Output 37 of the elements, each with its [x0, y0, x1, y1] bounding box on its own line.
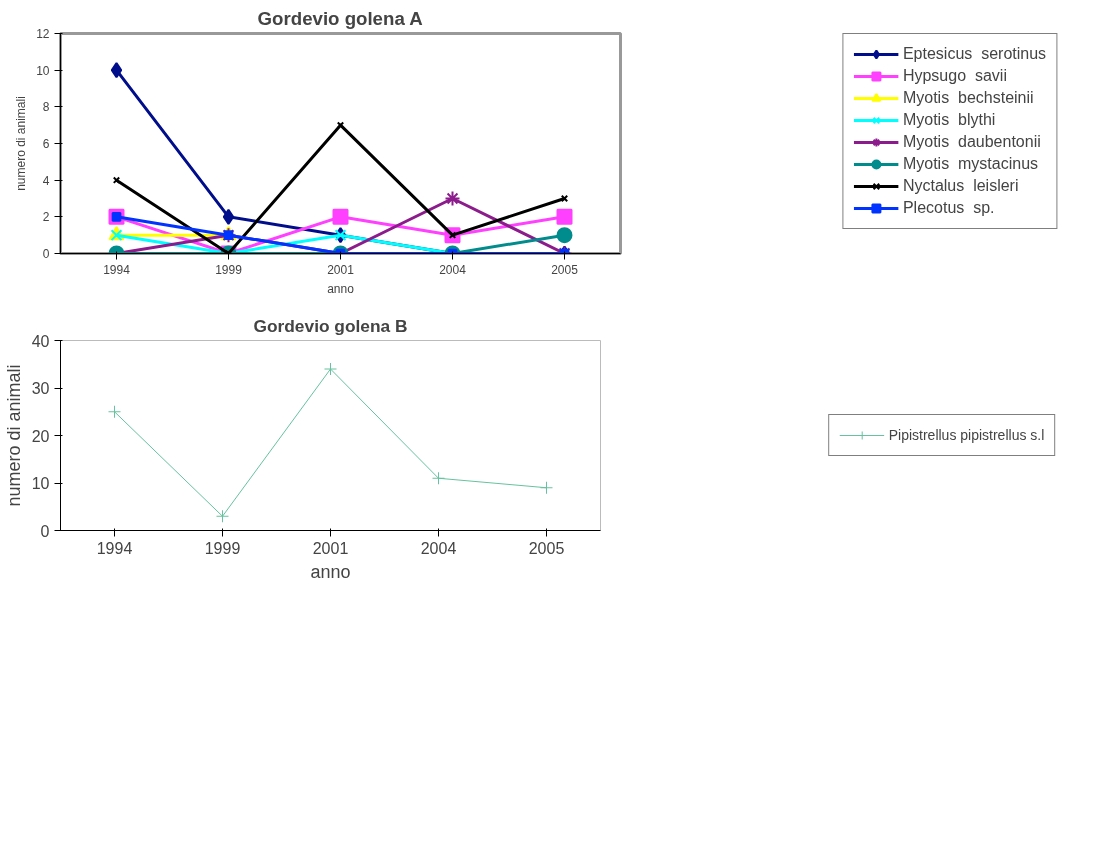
- chart-title: Gordevio golena A: [257, 7, 423, 29]
- y-tick-label: 30: [31, 380, 50, 397]
- x-tick-label: 2001: [312, 539, 349, 557]
- x-tick-label: 2001: [327, 262, 355, 277]
- x-tick-label: 1994: [103, 262, 131, 277]
- x-axis-title: anno: [310, 561, 351, 582]
- y-tick-label: 8: [42, 100, 50, 115]
- y-tick-label: 6: [42, 137, 50, 151]
- x-tick-label: 2004: [439, 262, 467, 277]
- legend-label: Nyctalus leisleri: [902, 177, 1019, 195]
- legend-label: Pipistrellus pipistrellus s.l: [888, 427, 1045, 443]
- y-tick-label: 0: [40, 522, 50, 540]
- legend-label: Myotis daubentonii: [902, 133, 1041, 151]
- legend-label: Plecotus sp.: [902, 199, 995, 217]
- y-tick-label: 4: [42, 173, 50, 188]
- x-tick-label: 1999: [215, 262, 243, 277]
- legend-label: Myotis mystacinus: [902, 155, 1039, 173]
- y-tick-label: 2: [42, 210, 50, 225]
- x-tick-label: 2005: [528, 539, 565, 557]
- y-tick-label: 40: [31, 332, 50, 350]
- legend-label: Eptesicus serotinus: [902, 45, 1047, 63]
- y-tick-label: 12: [36, 27, 50, 41]
- y-tick-label: 20: [31, 427, 50, 445]
- legend-label: Myotis bechsteinii: [902, 89, 1034, 107]
- y-tick-label: 0: [42, 247, 50, 261]
- y-tick-label: 10: [31, 475, 50, 492]
- x-tick-label: 2004: [420, 539, 457, 557]
- legend-label: Hypsugo savii: [902, 67, 1007, 85]
- x-tick-label: 2005: [551, 262, 579, 277]
- y-axis-title: numero di animali: [14, 96, 29, 191]
- y-axis-title: numero di animali: [3, 364, 24, 507]
- y-tick-label: 10: [36, 63, 50, 78]
- x-tick-label: 1999: [204, 539, 241, 557]
- x-tick-label: 1994: [96, 539, 133, 557]
- legend-label: Myotis blythi: [902, 111, 996, 129]
- x-axis-title: anno: [327, 281, 355, 296]
- chart-title: Gordevio golena B: [253, 315, 408, 336]
